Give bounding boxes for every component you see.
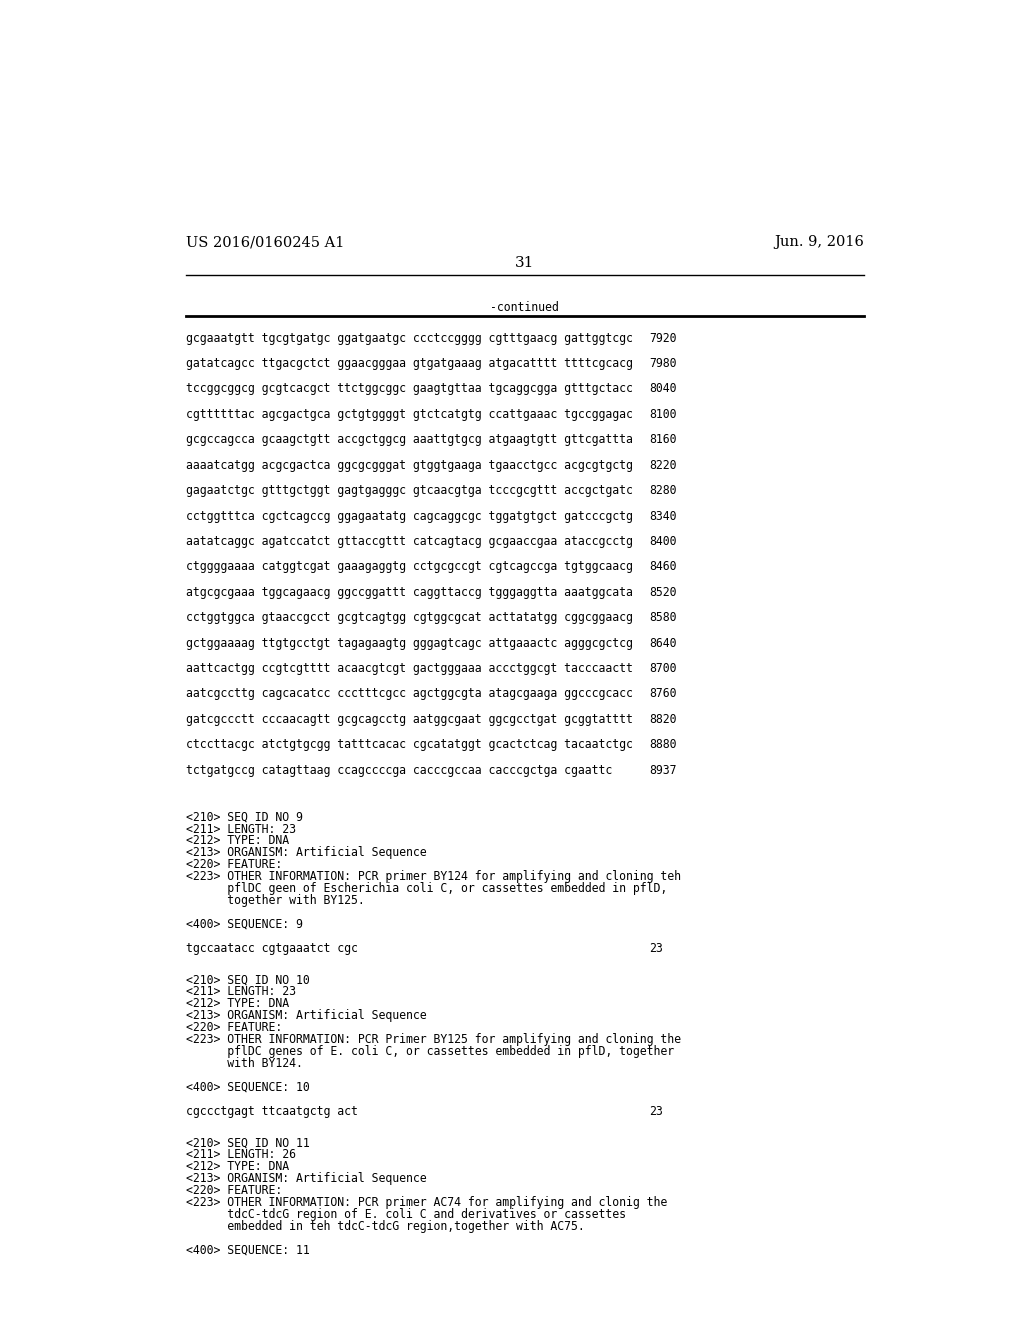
Text: <210> SEQ ID NO 10: <210> SEQ ID NO 10	[186, 973, 310, 986]
Text: 8160: 8160	[649, 433, 676, 446]
Text: cgccctgagt ttcaatgctg act: cgccctgagt ttcaatgctg act	[186, 1105, 358, 1118]
Text: 31: 31	[515, 256, 535, 271]
Text: 8700: 8700	[649, 663, 676, 675]
Text: <211> LENGTH: 23: <211> LENGTH: 23	[186, 822, 296, 836]
Text: atgcgcgaaa tggcagaacg ggccggattt caggttaccg tgggaggtta aaatggcata: atgcgcgaaa tggcagaacg ggccggattt caggtta…	[186, 586, 633, 599]
Text: 7920: 7920	[649, 331, 676, 345]
Text: 8520: 8520	[649, 586, 676, 599]
Text: <211> LENGTH: 26: <211> LENGTH: 26	[186, 1148, 296, 1162]
Text: US 2016/0160245 A1: US 2016/0160245 A1	[186, 235, 344, 249]
Text: 8280: 8280	[649, 484, 676, 498]
Text: aatatcaggc agatccatct gttaccgttt catcagtacg gcgaaccgaa ataccgcctg: aatatcaggc agatccatct gttaccgttt catcagt…	[186, 535, 633, 548]
Text: Jun. 9, 2016: Jun. 9, 2016	[774, 235, 864, 249]
Text: 8640: 8640	[649, 636, 676, 649]
Text: 8340: 8340	[649, 510, 676, 523]
Text: <212> TYPE: DNA: <212> TYPE: DNA	[186, 1160, 289, 1173]
Text: 8400: 8400	[649, 535, 676, 548]
Text: aaaatcatgg acgcgactca ggcgcgggat gtggtgaaga tgaacctgcc acgcgtgctg: aaaatcatgg acgcgactca ggcgcgggat gtggtga…	[186, 459, 633, 471]
Text: tccggcggcg gcgtcacgct ttctggcggc gaagtgttaa tgcaggcgga gtttgctacc: tccggcggcg gcgtcacgct ttctggcggc gaagtgt…	[186, 383, 633, 396]
Text: 7980: 7980	[649, 358, 676, 370]
Text: 8760: 8760	[649, 688, 676, 701]
Text: <220> FEATURE:: <220> FEATURE:	[186, 1022, 283, 1034]
Text: tdcC-tdcG region of E. coli C and derivatives or cassettes: tdcC-tdcG region of E. coli C and deriva…	[186, 1208, 626, 1221]
Text: 23: 23	[649, 1105, 663, 1118]
Text: <400> SEQUENCE: 11: <400> SEQUENCE: 11	[186, 1243, 310, 1257]
Text: gagaatctgc gtttgctggt gagtgagggc gtcaacgtga tcccgcgttt accgctgatc: gagaatctgc gtttgctggt gagtgagggc gtcaacg…	[186, 484, 633, 498]
Text: <223> OTHER INFORMATION: PCR Primer BY125 for amplifying and cloning the: <223> OTHER INFORMATION: PCR Primer BY12…	[186, 1034, 681, 1047]
Text: ctccttacgc atctgtgcgg tatttcacac cgcatatggt gcactctcag tacaatctgc: ctccttacgc atctgtgcgg tatttcacac cgcatat…	[186, 738, 633, 751]
Text: 8100: 8100	[649, 408, 676, 421]
Text: aattcactgg ccgtcgtttt acaacgtcgt gactgggaaa accctggcgt tacccaactt: aattcactgg ccgtcgtttt acaacgtcgt gactggg…	[186, 663, 633, 675]
Text: gatcgccctt cccaacagtt gcgcagcctg aatggcgaat ggcgcctgat gcggtatttt: gatcgccctt cccaacagtt gcgcagcctg aatggcg…	[186, 713, 633, 726]
Text: 8880: 8880	[649, 738, 676, 751]
Text: <213> ORGANISM: Artificial Sequence: <213> ORGANISM: Artificial Sequence	[186, 846, 427, 859]
Text: 8460: 8460	[649, 560, 676, 573]
Text: embedded in teh tdcC-tdcG region,together with AC75.: embedded in teh tdcC-tdcG region,togethe…	[186, 1220, 585, 1233]
Text: cctggtttca cgctcagccg ggagaatatg cagcaggcgc tggatgtgct gatcccgctg: cctggtttca cgctcagccg ggagaatatg cagcagg…	[186, 510, 633, 523]
Text: gctggaaaag ttgtgcctgt tagagaagtg gggagtcagc attgaaactc agggcgctcg: gctggaaaag ttgtgcctgt tagagaagtg gggagtc…	[186, 636, 633, 649]
Text: 8820: 8820	[649, 713, 676, 726]
Text: <223> OTHER INFORMATION: PCR primer BY124 for amplifying and cloning teh: <223> OTHER INFORMATION: PCR primer BY12…	[186, 870, 681, 883]
Text: <210> SEQ ID NO 9: <210> SEQ ID NO 9	[186, 810, 303, 824]
Text: <400> SEQUENCE: 9: <400> SEQUENCE: 9	[186, 917, 303, 931]
Text: 8937: 8937	[649, 763, 676, 776]
Text: with BY124.: with BY124.	[186, 1057, 303, 1071]
Text: <400> SEQUENCE: 10: <400> SEQUENCE: 10	[186, 1081, 310, 1094]
Text: gatatcagcc ttgacgctct ggaacgggaa gtgatgaaag atgacatttt ttttcgcacg: gatatcagcc ttgacgctct ggaacgggaa gtgatga…	[186, 358, 633, 370]
Text: <213> ORGANISM: Artificial Sequence: <213> ORGANISM: Artificial Sequence	[186, 1172, 427, 1185]
Text: <220> FEATURE:: <220> FEATURE:	[186, 1184, 283, 1197]
Text: cgttttttac agcgactgca gctgtggggt gtctcatgtg ccattgaaac tgccggagac: cgttttttac agcgactgca gctgtggggt gtctcat…	[186, 408, 633, 421]
Text: tgccaatacc cgtgaaatct cgc: tgccaatacc cgtgaaatct cgc	[186, 942, 358, 954]
Text: gcgccagcca gcaagctgtt accgctggcg aaattgtgcg atgaagtgtt gttcgattta: gcgccagcca gcaagctgtt accgctggcg aaattgt…	[186, 433, 633, 446]
Text: pflDC genes of E. coli C, or cassettes embedded in pflD, together: pflDC genes of E. coli C, or cassettes e…	[186, 1045, 674, 1059]
Text: cctggtggca gtaaccgcct gcgtcagtgg cgtggcgcat acttatatgg cggcggaacg: cctggtggca gtaaccgcct gcgtcagtgg cgtggcg…	[186, 611, 633, 624]
Text: tctgatgccg catagttaag ccagccccga cacccgccaa cacccgctga cgaattc: tctgatgccg catagttaag ccagccccga cacccgc…	[186, 763, 612, 776]
Text: <223> OTHER INFORMATION: PCR primer AC74 for amplifying and clonig the: <223> OTHER INFORMATION: PCR primer AC74…	[186, 1196, 668, 1209]
Text: ctggggaaaa catggtcgat gaaagaggtg cctgcgccgt cgtcagccga tgtggcaacg: ctggggaaaa catggtcgat gaaagaggtg cctgcgc…	[186, 560, 633, 573]
Text: <211> LENGTH: 23: <211> LENGTH: 23	[186, 985, 296, 998]
Text: <212> TYPE: DNA: <212> TYPE: DNA	[186, 998, 289, 1010]
Text: <210> SEQ ID NO 11: <210> SEQ ID NO 11	[186, 1137, 310, 1150]
Text: 8040: 8040	[649, 383, 676, 396]
Text: 8220: 8220	[649, 459, 676, 471]
Text: 8580: 8580	[649, 611, 676, 624]
Text: <220> FEATURE:: <220> FEATURE:	[186, 858, 283, 871]
Text: together with BY125.: together with BY125.	[186, 894, 365, 907]
Text: <212> TYPE: DNA: <212> TYPE: DNA	[186, 834, 289, 847]
Text: 23: 23	[649, 942, 663, 954]
Text: <213> ORGANISM: Artificial Sequence: <213> ORGANISM: Artificial Sequence	[186, 1010, 427, 1022]
Text: aatcgccttg cagcacatcc ccctttcgcc agctggcgta atagcgaaga ggcccgcacc: aatcgccttg cagcacatcc ccctttcgcc agctggc…	[186, 688, 633, 701]
Text: pflDC geen of Escherichia coli C, or cassettes embedded in pflD,: pflDC geen of Escherichia coli C, or cas…	[186, 882, 668, 895]
Text: -continued: -continued	[490, 301, 559, 314]
Text: gcgaaatgtt tgcgtgatgc ggatgaatgc ccctccgggg cgtttgaacg gattggtcgc: gcgaaatgtt tgcgtgatgc ggatgaatgc ccctccg…	[186, 331, 633, 345]
